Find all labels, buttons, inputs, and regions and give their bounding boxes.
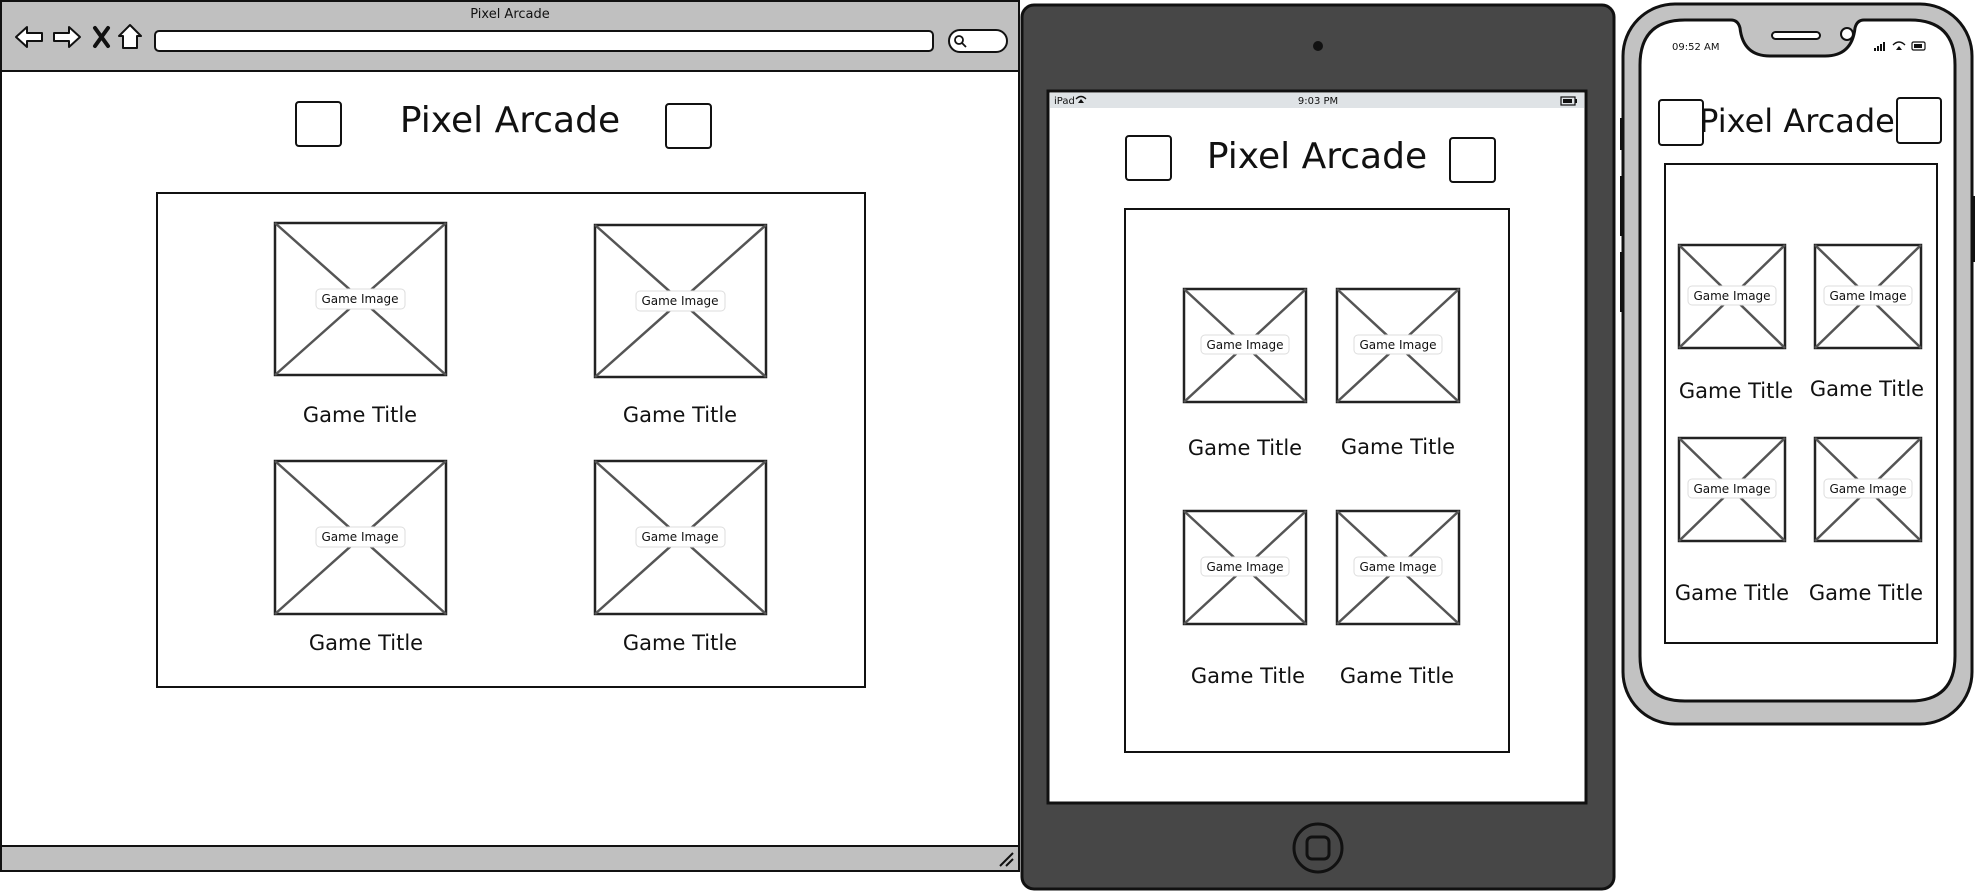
address-bar[interactable] [154,30,934,52]
browser-game-card[interactable]: Game Image Game Title [593,459,768,655]
tablet-status-time: 9:03 PM [1298,96,1338,107]
tablet-statusbar [1050,93,1584,108]
game-title: Game Title [623,403,737,427]
browser-game-card[interactable]: Game Image Game Title [273,459,448,655]
tablet-status-carrier: iPad [1054,96,1075,107]
browser-header-left-box[interactable] [295,101,342,147]
tablet-camera [1313,41,1323,51]
game-image-label: Game Image [1829,482,1906,496]
browser-page-title: Pixel Arcade [400,100,620,141]
phone-volume-up[interactable] [1620,176,1624,236]
tablet-device: iPad 9:03 PM Pixel Arcade Game Image Gam… [1020,3,1616,891]
browser-window: Pixel Arcade Pixel Arcade [0,0,1020,872]
game-image-label: Game Image [321,530,398,544]
phone-camera [1840,27,1854,41]
forward-arrow-icon[interactable] [53,26,81,48]
browser-game-card[interactable]: Game Image Game Title [273,221,448,427]
game-image-label: Game Image [641,294,718,308]
game-title: Game Title [1191,664,1305,688]
phone-header-right-box[interactable] [1896,97,1942,144]
home-icon[interactable] [118,24,142,49]
tablet-home-button[interactable] [1292,822,1344,874]
game-title: Game Title [309,631,423,655]
game-title: Game Title [623,631,737,655]
game-image-label: Game Image [1206,338,1283,352]
battery-icon [1560,96,1577,106]
resize-grip-icon[interactable] [999,852,1014,867]
phone-status-time: 09:52 AM [1672,42,1719,53]
phone-game-card[interactable]: Game Image Game Title [1677,243,1793,403]
close-icon[interactable] [93,26,110,48]
game-title: Game Title [1810,377,1924,401]
phone-header-left-box[interactable] [1658,99,1704,146]
browser-search-field[interactable] [948,29,1008,53]
browser-window-title: Pixel Arcade [470,7,550,22]
phone-volume-down[interactable] [1620,252,1624,312]
game-title: Game Title [1341,435,1455,459]
game-image-label: Game Image [1206,560,1283,574]
phone-side-button[interactable] [1620,118,1624,150]
phone-game-card[interactable]: Game Image Game Title [1675,436,1789,605]
game-title: Game Title [1809,581,1923,605]
browser-game-card[interactable]: Game Image Game Title [593,223,768,427]
back-arrow-icon[interactable] [15,26,43,48]
tablet-game-card[interactable]: Game Image Game Title [1335,287,1461,459]
game-image-label: Game Image [1359,560,1436,574]
game-title: Game Title [1188,436,1302,460]
game-title: Game Title [303,403,417,427]
game-title: Game Title [1679,379,1793,403]
signal-icon [1874,42,1885,51]
game-image-label: Game Image [1359,338,1436,352]
tablet-header-left-box[interactable] [1125,135,1172,181]
phone-content-panel [1664,163,1938,644]
browser-header-right-box[interactable] [665,103,712,149]
game-title: Game Title [1675,581,1789,605]
tablet-game-card[interactable]: Game Image Game Title [1335,509,1461,688]
battery-icon [1911,41,1926,51]
phone-power-button[interactable] [1971,196,1975,262]
tablet-game-card[interactable]: Game Image Game Title [1182,287,1308,460]
phone-speaker [1771,31,1821,40]
phone-game-card[interactable]: Game Image Game Title [1809,436,1923,605]
wifi-icon [1892,41,1906,50]
tablet-header-right-box[interactable] [1449,137,1496,183]
search-icon[interactable] [954,35,967,48]
game-image-label: Game Image [1693,482,1770,496]
phone-game-card[interactable]: Game Image Game Title [1810,243,1924,401]
phone-device: 09:52 AM Pixel Arcade Game Image Game Ti… [1620,2,1975,726]
game-title: Game Title [1340,664,1454,688]
game-image-label: Game Image [321,292,398,306]
game-image-label: Game Image [641,530,718,544]
browser-statusbar [0,845,1020,872]
wifi-icon [1075,95,1087,103]
phone-page-title: Pixel Arcade [1699,102,1895,140]
game-image-label: Game Image [1829,289,1906,303]
game-image-label: Game Image [1693,289,1770,303]
tablet-page-title: Pixel Arcade [1207,136,1427,177]
tablet-game-card[interactable]: Game Image Game Title [1182,509,1308,688]
